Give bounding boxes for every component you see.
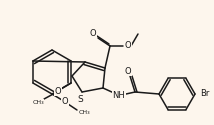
Text: O: O	[62, 98, 68, 106]
Text: Br: Br	[200, 90, 210, 98]
Text: O: O	[125, 66, 131, 76]
Text: O: O	[125, 42, 131, 50]
Text: S: S	[77, 94, 83, 104]
Text: NH: NH	[113, 92, 125, 100]
Text: CH₃: CH₃	[78, 110, 90, 116]
Text: O: O	[55, 86, 61, 96]
Text: CH₃: CH₃	[32, 100, 44, 104]
Text: O: O	[90, 28, 96, 38]
